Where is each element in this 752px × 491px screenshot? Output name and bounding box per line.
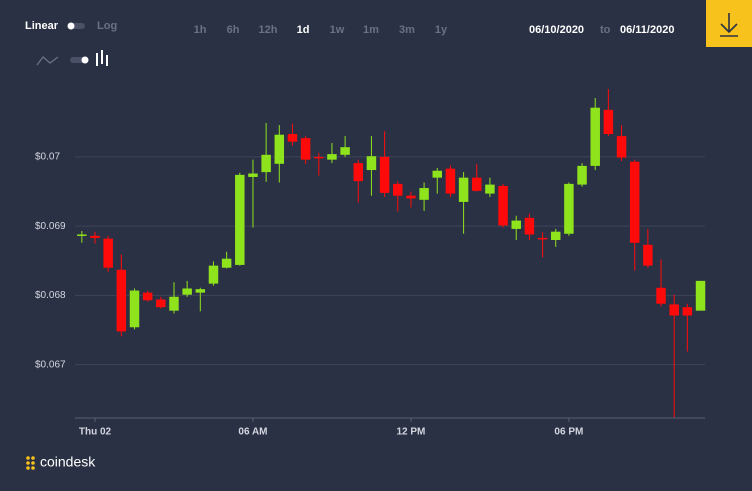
- candle-body: [353, 163, 364, 182]
- candle-body: [590, 107, 600, 166]
- candle-body: [182, 288, 192, 295]
- candle-body: [129, 290, 140, 328]
- plot: $0.067 $0.068 $0.069 $0.07 Thu 02 06 AM 12 PM 0…: [35, 89, 706, 438]
- icon-bar: [96, 53, 98, 66]
- icon-bar: [101, 50, 103, 64]
- candle-body: [629, 161, 640, 243]
- interval-group: 1h 6h 12h 1d 1w 1m 3m 1y: [194, 24, 448, 36]
- interval-option[interactable]: 6h: [227, 24, 240, 36]
- x-tick-label: 06 AM: [238, 427, 267, 438]
- candle-body: [524, 217, 535, 235]
- x-tick-label: 12 PM: [396, 427, 425, 438]
- candle-body: [90, 235, 100, 238]
- logo-dot: [26, 461, 30, 465]
- interval-option[interactable]: 1y: [435, 24, 448, 36]
- candle-body: [577, 165, 587, 185]
- logo-dot: [26, 466, 30, 470]
- candle-body: [327, 154, 337, 160]
- candle-body: [669, 304, 679, 316]
- interval-option[interactable]: 1m: [363, 24, 379, 36]
- candle-body: [537, 237, 548, 240]
- candle-body: [248, 173, 258, 177]
- candle-body: [208, 265, 219, 284]
- candle-body: [221, 258, 232, 268]
- candle-body: [287, 134, 298, 142]
- candle-body: [314, 156, 324, 159]
- candle-body: [103, 238, 113, 268]
- candle-body: [340, 147, 350, 155]
- chart-type-knob: [81, 56, 89, 64]
- y-tick-label: $0.069: [35, 221, 66, 232]
- interval-option[interactable]: 1w: [330, 24, 345, 36]
- candle-body: [550, 231, 561, 240]
- interval-option[interactable]: 1d: [297, 24, 310, 36]
- candle-body: [77, 234, 87, 236]
- x-tick-label: 06 PM: [554, 427, 583, 438]
- candle-body: [458, 177, 469, 202]
- scale-log[interactable]: Log: [97, 20, 117, 32]
- y-tick-label: $0.07: [35, 152, 60, 163]
- brand-name: coindesk: [40, 454, 96, 470]
- candle-body: [682, 307, 693, 316]
- logo-dot: [31, 461, 35, 465]
- candle-body: [472, 177, 482, 191]
- candle-body: [419, 188, 429, 200]
- candle-body: [169, 296, 179, 311]
- candle-body: [235, 174, 245, 265]
- download-button[interactable]: [706, 0, 752, 47]
- scale-linear[interactable]: Linear: [25, 20, 59, 32]
- x-tick-label: Thu 02: [79, 427, 112, 438]
- download-icon: [720, 13, 738, 37]
- scale-toggle-knob: [67, 22, 75, 30]
- candle-body: [643, 244, 653, 266]
- candle-body: [695, 280, 706, 311]
- logo-dot: [26, 456, 30, 460]
- candle-body: [116, 269, 127, 332]
- candle-body: [195, 289, 206, 293]
- candle-body: [366, 156, 377, 171]
- date-to[interactable]: 06/11/2020: [620, 24, 674, 36]
- candle-body: [498, 185, 508, 226]
- brand-logo: [26, 456, 35, 470]
- candle-body: [564, 183, 574, 234]
- candle-body: [406, 195, 416, 199]
- candle-body: [156, 299, 166, 308]
- candle-body: [432, 170, 442, 178]
- candle-body: [142, 292, 153, 301]
- interval-option[interactable]: 1h: [194, 24, 207, 36]
- candle-body: [274, 134, 285, 164]
- interval-option[interactable]: 12h: [259, 24, 278, 36]
- candle-body: [485, 184, 495, 194]
- logo-dot: [31, 456, 35, 460]
- candle-chart-icon[interactable]: [96, 50, 108, 66]
- candle-body: [603, 109, 614, 135]
- date-from[interactable]: 06/10/2020: [529, 24, 584, 36]
- candle-body: [511, 220, 521, 229]
- candle-body: [300, 138, 311, 160]
- date-separator: to: [600, 24, 611, 36]
- y-tick-label: $0.067: [35, 359, 66, 370]
- candle-body: [616, 136, 627, 158]
- y-tick-label: $0.068: [35, 290, 66, 301]
- candle-body: [393, 183, 403, 196]
- candle-body: [656, 287, 666, 304]
- candle-body: [379, 156, 390, 193]
- candle-body: [445, 168, 456, 194]
- interval-option[interactable]: 3m: [399, 24, 415, 36]
- logo-dot: [31, 466, 35, 470]
- candle-body: [261, 154, 271, 173]
- icon-bar: [106, 55, 108, 66]
- line-chart-icon[interactable]: [36, 56, 59, 66]
